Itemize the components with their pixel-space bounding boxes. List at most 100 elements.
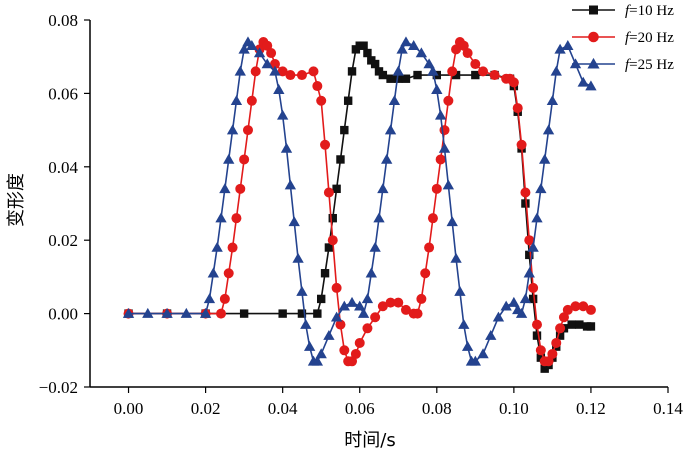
data-point	[223, 153, 235, 164]
data-point	[454, 285, 466, 296]
data-point	[373, 212, 385, 223]
data-point	[199, 307, 212, 318]
data-point	[231, 213, 242, 224]
data-point	[277, 66, 288, 77]
data-point	[223, 268, 234, 279]
data-point	[207, 267, 219, 278]
data-point	[285, 70, 296, 81]
data-point	[438, 142, 451, 153]
data-point	[516, 139, 527, 150]
data-point	[347, 356, 358, 367]
data-point	[458, 318, 470, 329]
data-point	[535, 345, 546, 356]
data-point	[377, 301, 388, 312]
data-point	[469, 355, 482, 366]
data-point	[357, 307, 370, 318]
data-point	[388, 95, 401, 105]
legend-item: f=20 Hz	[572, 30, 674, 46]
data-point	[508, 77, 519, 88]
data-point	[226, 124, 239, 135]
data-point	[458, 40, 469, 51]
data-point	[461, 340, 474, 351]
data-point	[551, 337, 562, 348]
data-point	[316, 95, 327, 106]
data-point	[524, 235, 535, 246]
data-point	[427, 213, 438, 224]
legend-label: f=10 Hz	[625, 3, 674, 19]
data-point	[578, 301, 589, 312]
data-point	[562, 304, 573, 315]
data-point	[280, 142, 293, 153]
data-point	[300, 318, 312, 329]
data-point	[308, 66, 319, 77]
data-point	[327, 235, 338, 246]
data-point	[346, 296, 358, 307]
data-point	[555, 331, 565, 340]
x-tick-label: 0.14	[653, 399, 683, 418]
data-point	[392, 65, 404, 76]
legend-marker	[587, 57, 600, 69]
data-point	[250, 66, 261, 77]
data-point	[292, 252, 304, 263]
data-point	[562, 40, 574, 50]
data-point	[477, 348, 489, 359]
legend-label: f=25 Hz	[625, 57, 674, 73]
data-point	[338, 300, 350, 311]
data-point	[531, 212, 543, 223]
data-point	[435, 154, 446, 165]
data-point	[489, 70, 500, 81]
legend-marker	[588, 31, 599, 43]
data-point	[585, 80, 597, 91]
data-point	[508, 296, 520, 307]
data-point	[323, 187, 334, 198]
data-point	[269, 65, 281, 76]
data-point	[485, 329, 497, 340]
data-point	[439, 125, 450, 136]
data-point	[543, 356, 554, 367]
data-point	[296, 285, 308, 296]
data-point	[555, 323, 566, 334]
legend: f=10 Hz f=20 Hz f=25 Hz	[572, 3, 674, 73]
data-point	[532, 331, 542, 340]
x-tick-label: 0.04	[268, 399, 298, 418]
x-tick-label: 0.00	[114, 399, 144, 418]
data-point	[219, 293, 230, 304]
data-point	[570, 301, 581, 312]
data-point	[211, 241, 223, 252]
data-point	[470, 59, 481, 70]
data-point	[443, 95, 454, 106]
data-point	[523, 267, 535, 278]
data-point	[336, 155, 345, 164]
axes: 0.00 0.02 0.04 0.06 0.08 0.10 0.12 0.14 −0.02 0.0…	[39, 11, 684, 418]
data-point	[451, 70, 461, 80]
data-point	[547, 348, 558, 359]
data-point	[585, 304, 596, 315]
data-point	[347, 67, 357, 76]
x-tick-label: 0.10	[499, 399, 529, 418]
data-point	[350, 348, 361, 359]
data-point	[142, 307, 154, 318]
data-point	[362, 323, 373, 334]
data-point	[330, 311, 343, 322]
data-point	[525, 250, 534, 260]
data-point	[528, 282, 539, 293]
data-point	[478, 66, 489, 77]
y-tick-label: 0.08	[48, 11, 78, 30]
data-point	[365, 267, 377, 278]
data-point	[434, 109, 447, 120]
data-point	[180, 307, 193, 318]
data-point	[446, 216, 458, 227]
data-point	[246, 40, 258, 50]
data-point	[361, 293, 374, 304]
data-point	[378, 70, 388, 80]
data-point	[161, 307, 173, 318]
data-point	[400, 36, 412, 47]
data-point	[386, 74, 395, 83]
data-point	[239, 154, 250, 165]
data-point	[238, 43, 250, 54]
data-point	[577, 76, 589, 87]
data-point	[450, 252, 462, 263]
data-point	[412, 308, 423, 319]
x-tick-label: 0.06	[345, 399, 375, 418]
